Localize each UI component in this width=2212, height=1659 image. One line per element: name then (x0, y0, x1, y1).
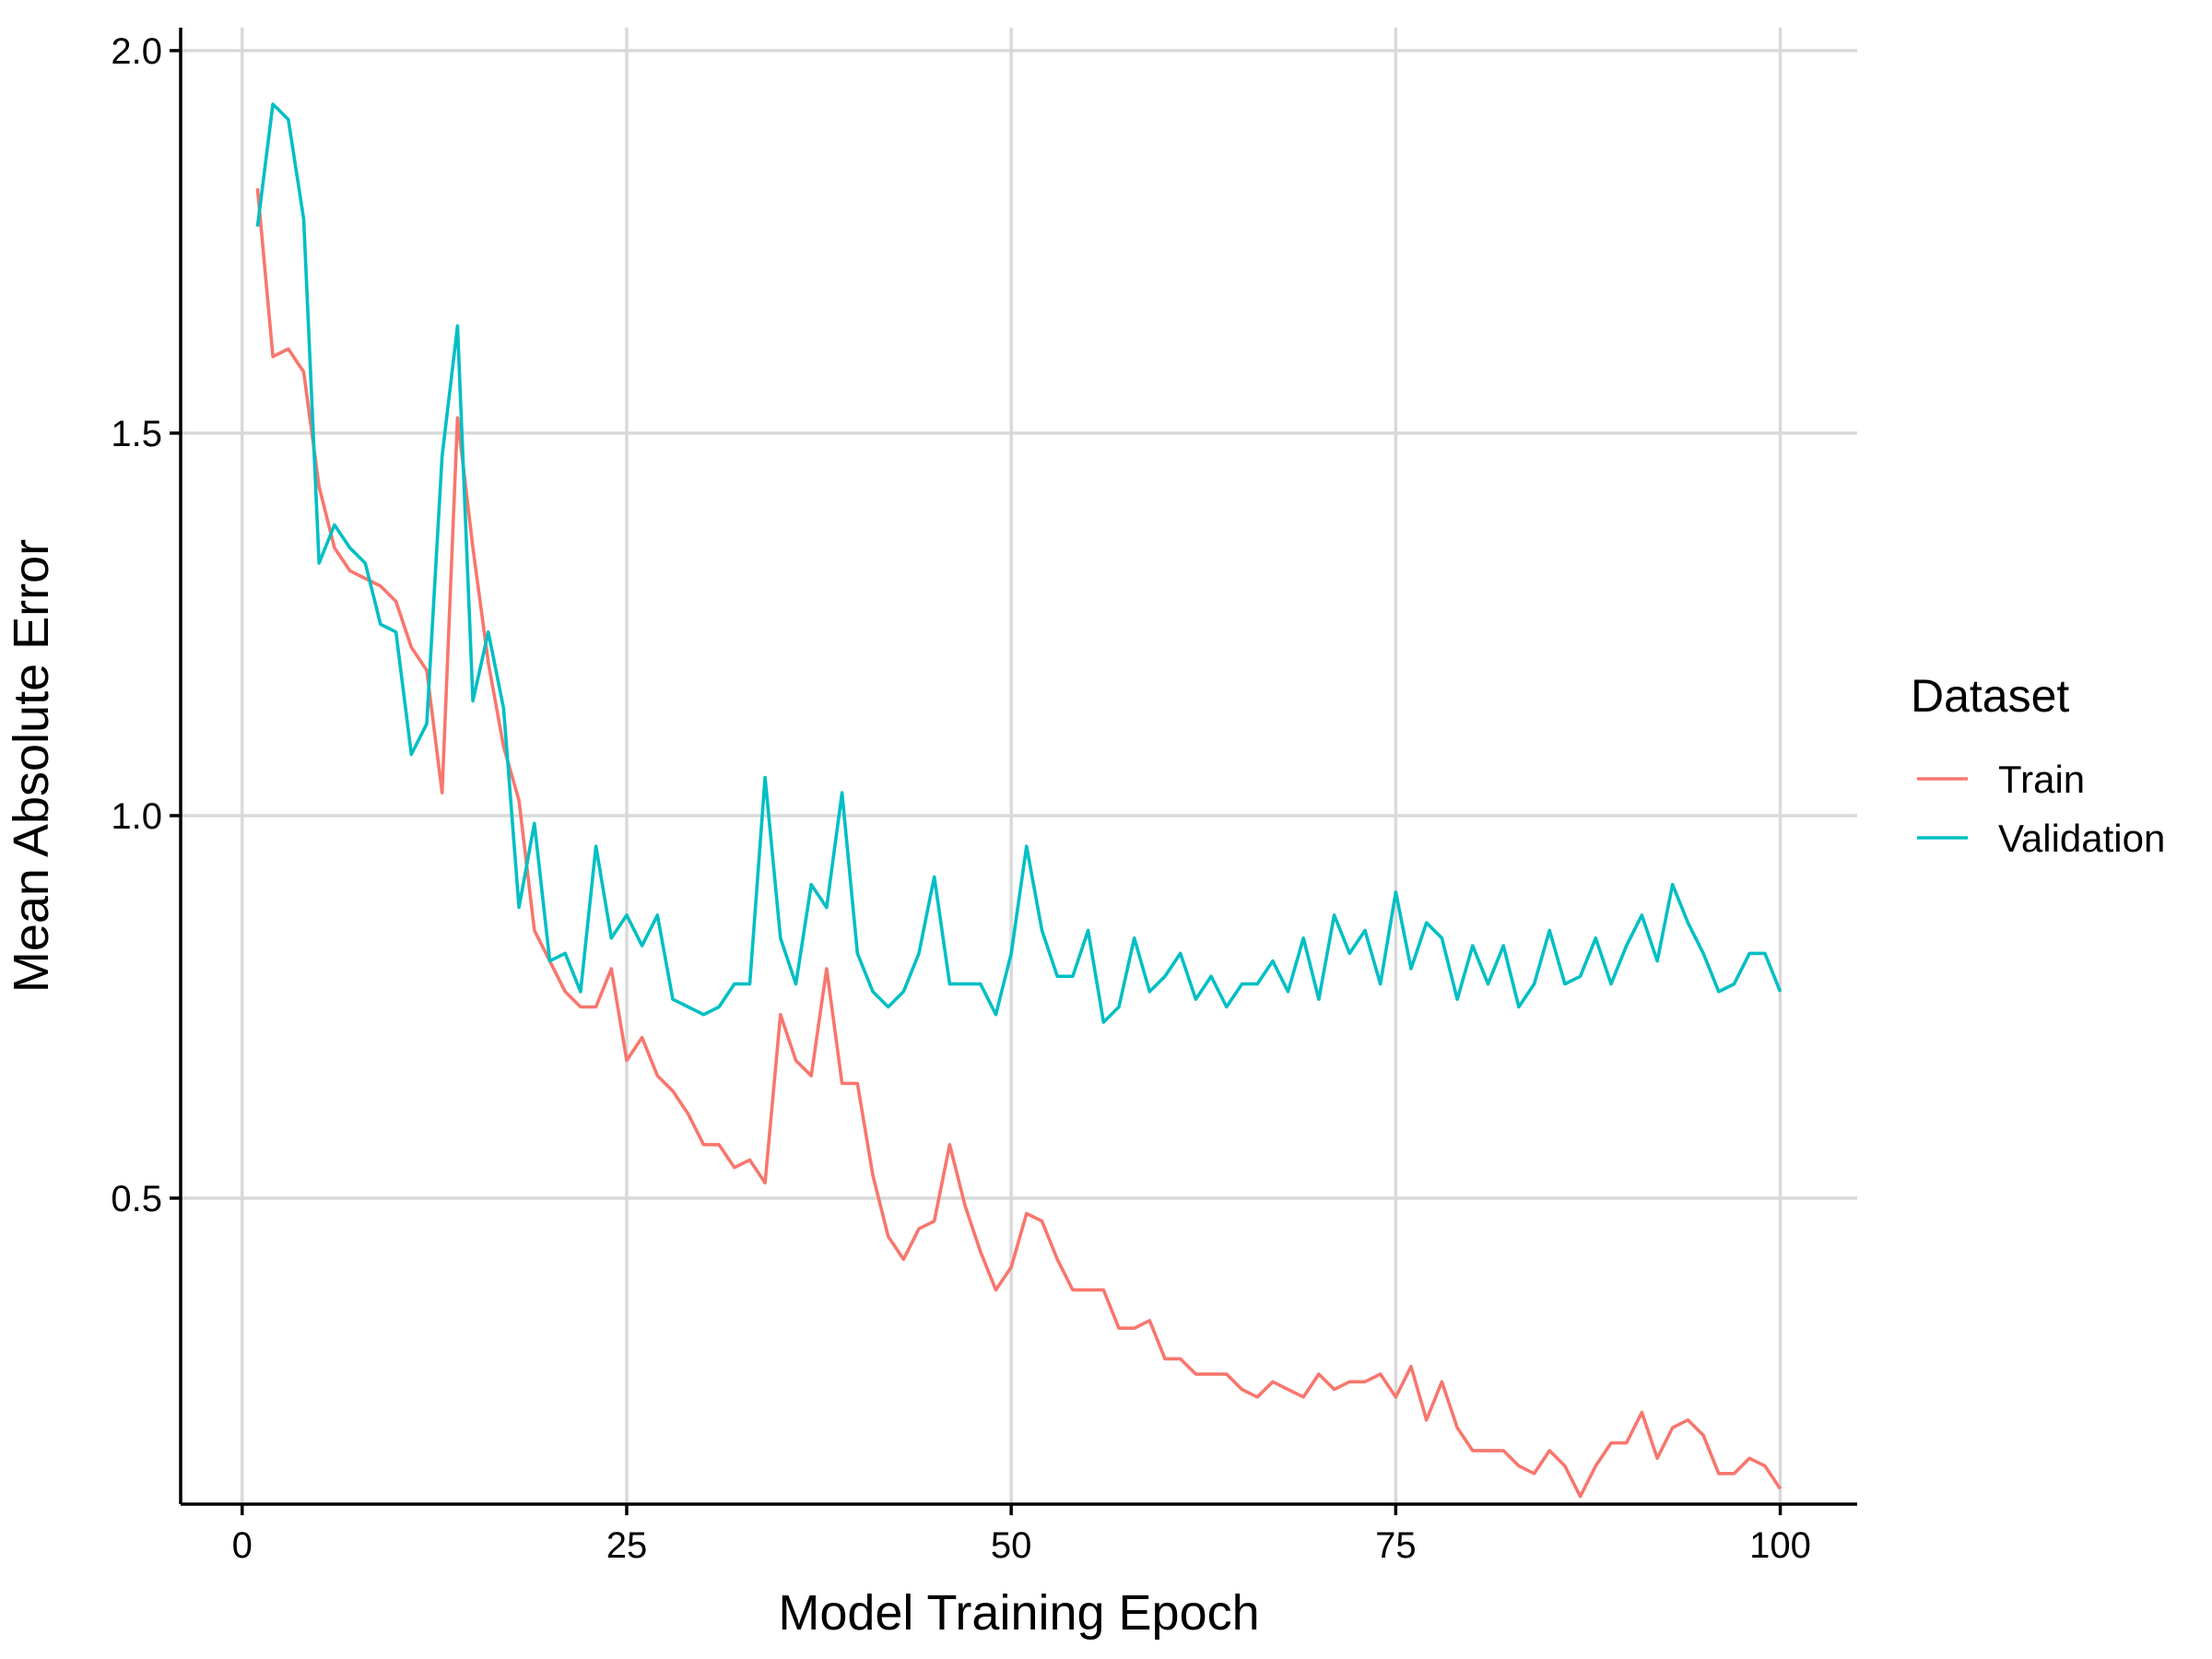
legend: Dataset Train Validation (1911, 670, 2165, 860)
x-tick-label: 25 (606, 1525, 648, 1566)
x-tick-label: 75 (1375, 1525, 1417, 1566)
y-tick-label: 2.0 (111, 31, 162, 72)
x-tick-label: 0 (232, 1525, 253, 1566)
legend-label-validation: Validation (1998, 817, 2165, 860)
y-tick-label: 0.5 (111, 1179, 162, 1219)
legend-title: Dataset (1911, 670, 2069, 722)
y-tick-label: 1.5 (111, 414, 162, 454)
series-lines (255, 102, 1783, 1499)
axes (179, 28, 1857, 1506)
x-tick-label: 50 (991, 1525, 1032, 1566)
y-tick-label: 1.0 (111, 796, 162, 837)
x-tick-label: 100 (1749, 1525, 1811, 1566)
grid-lines (181, 28, 1857, 1504)
y-axis-title: Mean Absolute Error (4, 539, 59, 993)
legend-items: Train Validation (1917, 758, 2165, 860)
axis-ticks: 0 25 50 75 100 0.5 1.0 1.5 2.0 (111, 31, 1811, 1566)
legend-label-train: Train (1998, 758, 2085, 801)
x-axis-title: Model Training Epoch (778, 1585, 1259, 1641)
series-line-validation (255, 102, 1783, 1024)
series-line-train (255, 188, 1783, 1499)
